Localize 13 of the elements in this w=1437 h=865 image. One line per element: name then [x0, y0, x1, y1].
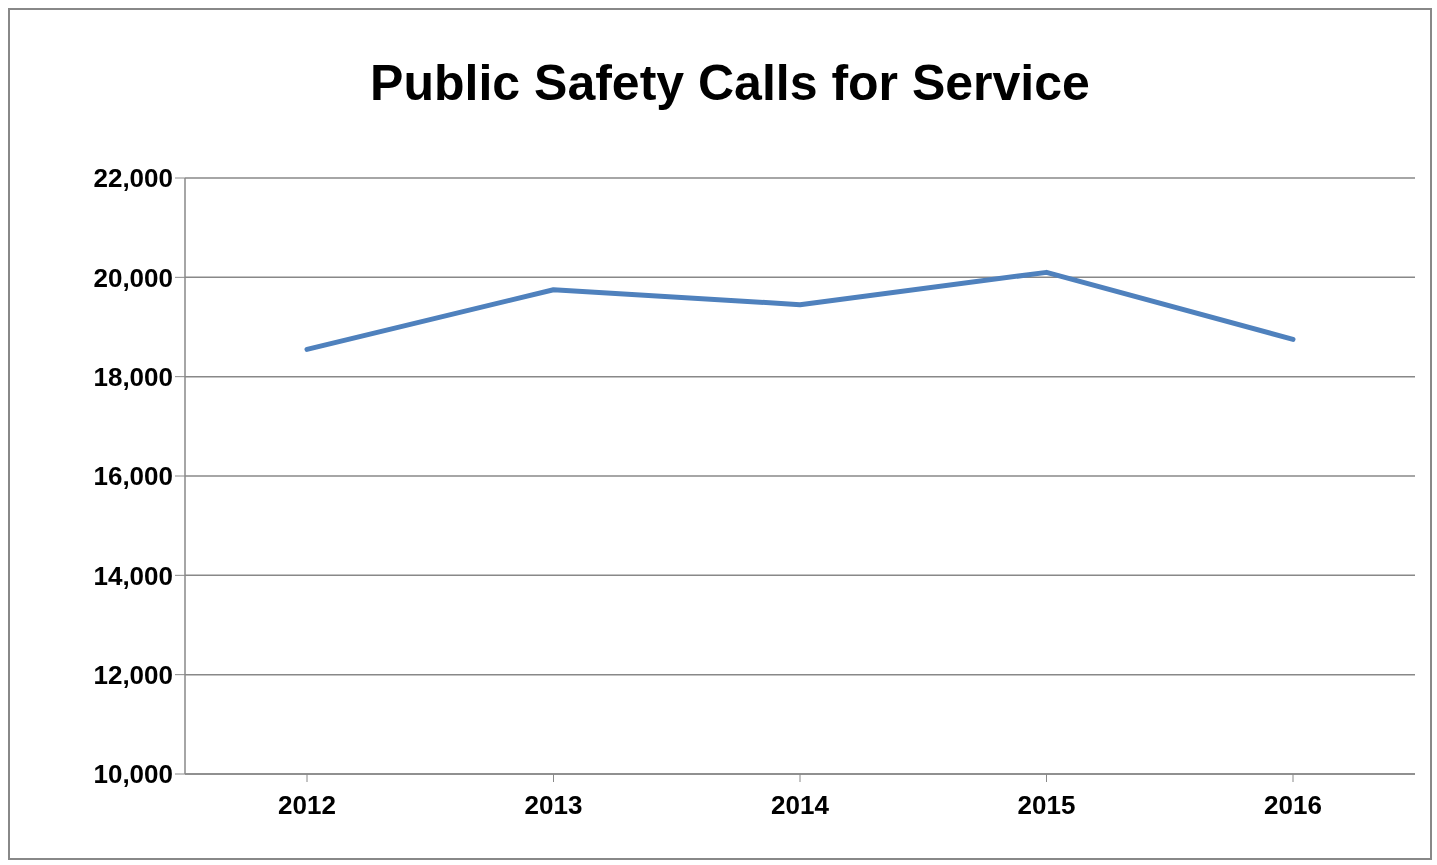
- x-tick-label: 2012: [278, 790, 336, 821]
- y-tick-label: 14,000: [93, 560, 173, 591]
- y-tick-label: 20,000: [93, 262, 173, 293]
- y-tick-label: 12,000: [93, 659, 173, 690]
- y-tick-label: 10,000: [93, 759, 173, 790]
- y-tick-label: 22,000: [93, 163, 173, 194]
- y-tick-label: 16,000: [93, 461, 173, 492]
- x-tick-label: 2015: [1017, 790, 1076, 821]
- x-tick-label: 2016: [1264, 790, 1322, 821]
- x-tick-label: 2014: [771, 790, 830, 821]
- y-tick-label: 18,000: [93, 361, 173, 392]
- chart-title: Public Safety Calls for Service: [369, 54, 1091, 113]
- x-tick-label: 2013: [524, 790, 583, 821]
